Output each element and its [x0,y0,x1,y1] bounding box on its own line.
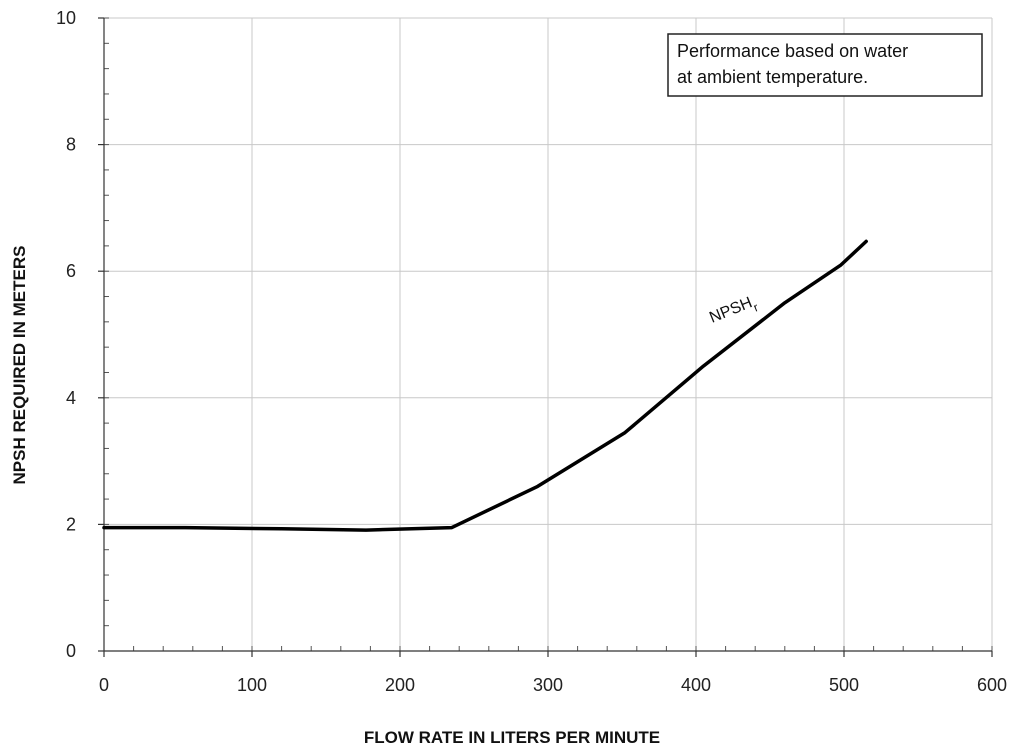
y-tick-label: 0 [66,641,76,661]
grid-lines [104,17,993,651]
axes [98,17,993,657]
x-tick-label: 600 [977,675,1007,695]
tick-labels: 0 100 200 300 400 500 600 0 2 4 6 8 10 [56,8,1007,695]
y-tick-label: 6 [66,261,76,281]
npsh-required-line [102,239,868,532]
note-line-2: at ambient temperature. [677,67,868,87]
x-tick-label: 100 [237,675,267,695]
y-tick-label: 4 [66,388,76,408]
y-tick-label: 2 [66,514,76,534]
series-label-npshr: NPSHr [707,293,760,332]
x-tick-label: 0 [99,675,109,695]
y-tick-label: 8 [66,135,76,155]
note-box: Performance based on water at ambient te… [667,33,983,97]
x-tick-label: 300 [533,675,563,695]
x-axis-title: FLOW RATE IN LITERS PER MINUTE [364,728,660,747]
y-tick-label: 10 [56,8,76,28]
x-tick-label: 500 [829,675,859,695]
x-tick-label: 200 [385,675,415,695]
x-tick-label: 400 [681,675,711,695]
y-axis-title: NPSH REQUIRED IN METERS [10,246,29,485]
note-line-1: Performance based on water [677,41,908,61]
